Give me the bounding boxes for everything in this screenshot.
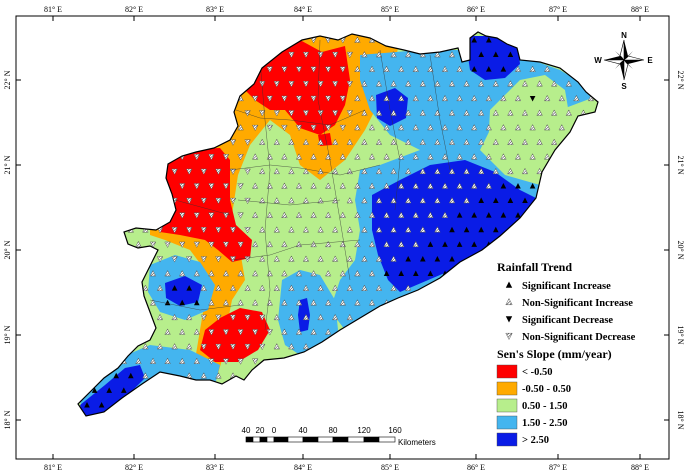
slope-zone-darkblue-south (298, 298, 310, 332)
lon-label: 88° E (631, 5, 649, 14)
lon-label: 87° E (549, 463, 567, 472)
lat-label: 22° N (676, 71, 685, 90)
slope-swatch (496, 398, 518, 413)
lon-label: 87° E (549, 5, 567, 14)
lat-label: 19° N (3, 325, 12, 344)
lon-label: 84° E (294, 463, 312, 472)
lon-label: 81° E (44, 5, 62, 14)
compass-w: W (594, 56, 602, 65)
scale-bar: 40 20 0 40 80 120 160 Kilometers (242, 426, 436, 447)
slope-zone-darkblue-sw (165, 276, 202, 306)
scale-number: 120 (357, 426, 371, 435)
lat-label: 20° N (3, 240, 12, 259)
slope-zone-darkblue-far-south (80, 365, 145, 416)
slope-legend-label: > 2.50 (522, 435, 549, 446)
slope-zone-darkblue-east (372, 160, 545, 292)
north-arrow-icon: N S E W (594, 31, 653, 91)
compass-n: N (621, 31, 627, 40)
lon-label: 84° E (294, 5, 312, 14)
slope-zone-lightblue-ne (360, 45, 598, 150)
lon-label: 86° E (467, 463, 485, 472)
lat-labels-right: 22° N 21° N 20° N 19° N 18° N (676, 71, 685, 430)
scale-unit: Kilometers (398, 438, 436, 447)
lat-label: 18° N (676, 411, 685, 430)
scale-number: 20 (256, 426, 265, 435)
slope-legend-label: 1.50 - 2.50 (522, 418, 568, 429)
slope-swatch (496, 415, 518, 430)
sens-slope-legend: Sen's Slope (mm/year) < -0.50 -0.50 - 0.… (496, 347, 612, 447)
lat-label: 18° N (3, 410, 12, 429)
scale-number: 40 (299, 426, 308, 435)
trend-legend-label: Non-Significant Decrease (522, 332, 636, 343)
lon-label: 81° E (44, 463, 62, 472)
lat-label: 21° N (3, 155, 12, 174)
slope-legend-label: < -0.50 (522, 367, 552, 378)
slope-zone-red-west (160, 148, 252, 262)
lon-labels-top: 81° E 82° E 83° E 84° E 85° E 86° E 87° … (44, 5, 649, 14)
trend-legend-label: Significant Decrease (522, 315, 613, 326)
slope-swatch (496, 364, 518, 379)
scale-number: 80 (329, 426, 338, 435)
lon-label: 83° E (206, 463, 224, 472)
scale-number: 160 (388, 426, 402, 435)
slope-zone-red-south (200, 308, 270, 362)
slope-zone-red-north (245, 40, 350, 135)
slope-zone-darkblue-ne (465, 36, 520, 80)
slope-legend-label: 0.50 - 1.50 (522, 401, 568, 412)
lon-label: 82° E (125, 463, 143, 472)
lat-label: 22° N (3, 70, 12, 89)
lon-label: 82° E (125, 5, 143, 14)
lat-label: 20° N (676, 241, 685, 260)
trend-legend-label: Non-Significant Increase (522, 298, 633, 309)
trend-legend-title: Rainfall Trend (497, 260, 572, 274)
lat-label: 21° N (676, 156, 685, 175)
lon-label: 83° E (206, 5, 224, 14)
slope-legend-title: Sen's Slope (mm/year) (497, 347, 612, 361)
lon-label: 88° E (631, 463, 649, 472)
compass-s: S (621, 82, 627, 91)
lon-label: 85° E (381, 463, 399, 472)
slope-swatch (496, 381, 518, 396)
compass-e: E (647, 56, 653, 65)
lon-label: 86° E (467, 5, 485, 14)
slope-legend-label: -0.50 - 0.50 (522, 384, 571, 395)
rainfall-trend-legend: Rainfall Trend Significant Increase Non-… (497, 260, 636, 343)
graticule-ticks (16, 16, 669, 459)
lon-labels-bottom: 81° E 82° E 83° E 84° E 85° E 86° E 87° … (44, 463, 649, 472)
lon-label: 85° E (381, 5, 399, 14)
scale-number: 0 (272, 426, 277, 435)
lat-labels-left: 22° N 21° N 20° N 19° N 18° N (3, 70, 12, 429)
scale-number: 40 (242, 426, 251, 435)
lat-label: 19° N (676, 326, 685, 345)
district-boundaries (149, 39, 451, 331)
slope-swatch (496, 432, 518, 447)
trend-legend-label: Significant Increase (522, 281, 611, 292)
